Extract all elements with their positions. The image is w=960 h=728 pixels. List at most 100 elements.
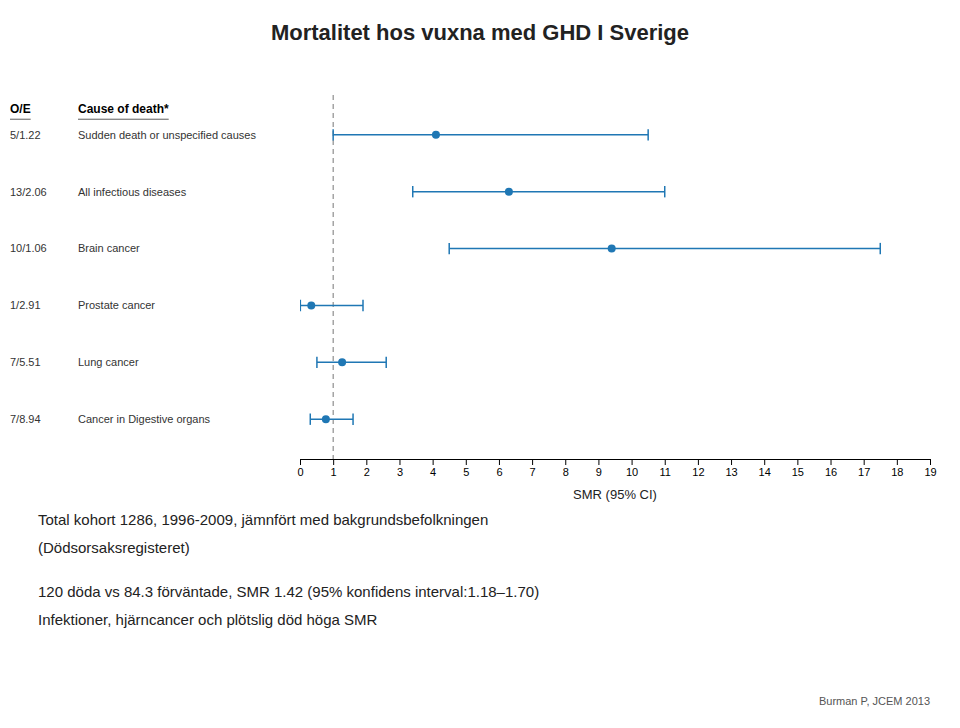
x-tick-mark (598, 459, 599, 465)
point-estimate (338, 358, 346, 366)
x-tick-mark (665, 459, 666, 465)
ci-cap-low (448, 243, 450, 254)
x-tick-label: 0 (297, 466, 303, 478)
footnote: Burman P, JCEM 2013 (819, 695, 930, 707)
title: Mortalitet hos vuxna med GHD I Sverige (271, 20, 689, 45)
x-tick-label: 19 (924, 466, 936, 478)
x-tick-label: 13 (725, 466, 737, 478)
x-tick: 7 (530, 459, 536, 478)
x-tick: 14 (759, 459, 771, 478)
x-tick: 10 (626, 459, 638, 478)
ci-cap-low (316, 357, 318, 368)
x-tick-label: 15 (792, 466, 804, 478)
x-tick: 6 (496, 459, 502, 478)
x-tick-mark (399, 459, 400, 465)
x-tick-mark (333, 459, 334, 465)
axis-domain (301, 460, 931, 466)
forest-row (449, 243, 880, 254)
x-tick: 13 (725, 459, 737, 478)
x-tick-mark (300, 459, 301, 465)
header-underline (78, 119, 169, 120)
ci-cap-high (647, 129, 649, 140)
x-tick-mark (698, 459, 699, 465)
row-labels: 5/1.2213/2.0610/1.061/2.917/5.517/8.94Su… (10, 129, 256, 425)
x-tick: 4 (430, 459, 436, 478)
x-axis-title: SMR (95% CI) (573, 487, 657, 502)
x-tick-mark (565, 459, 566, 465)
x-tick-label: 2 (364, 466, 370, 478)
oe-label: 7/5.51 (10, 356, 41, 368)
plot-marks (300, 95, 880, 459)
ci-cap-low (310, 414, 312, 425)
x-tick-label: 17 (858, 466, 870, 478)
x-tick-label: 6 (496, 466, 502, 478)
column-header: Cause of death* (78, 102, 169, 116)
x-tick: 19 (924, 459, 936, 478)
annotations: Total kohort 1286, 1996-2009, jämnfört m… (38, 511, 539, 628)
forest-row (310, 414, 353, 425)
ci-line (310, 418, 353, 420)
annotation: Total kohort 1286, 1996-2009, jämnfört m… (38, 511, 488, 528)
x-tick-label: 14 (759, 466, 771, 478)
x-tick-label: 5 (463, 466, 469, 478)
point-estimate (608, 245, 616, 253)
x-tick-mark (499, 459, 500, 465)
x-tick-label: 12 (692, 466, 704, 478)
oe-label: 5/1.22 (10, 129, 41, 141)
category-label: Cancer in Digestive organs (78, 413, 211, 425)
point-estimate (432, 131, 440, 139)
oe-label: 1/2.91 (10, 299, 41, 311)
ci-cap-high (880, 243, 882, 254)
oe-label: 7/8.94 (10, 413, 41, 425)
x-tick-label: 8 (563, 466, 569, 478)
annotation: Infektioner, hjärncancer och plötslig dö… (38, 611, 378, 628)
x-tick: 3 (397, 459, 403, 478)
category-label: Brain cancer (78, 242, 140, 254)
forest-row (317, 357, 386, 368)
x-tick-label: 1 (331, 466, 337, 478)
column-header: O/E (10, 102, 31, 116)
ci-cap-low (332, 129, 334, 140)
point-estimate (322, 415, 330, 423)
ci-cap-low (300, 300, 301, 311)
chart: Mortalitet hos vuxna med GHD I Sverige 0 1… (0, 0, 960, 728)
x-tick-mark (897, 459, 898, 465)
forest-row (333, 129, 648, 140)
x-tick-label: 4 (430, 466, 436, 478)
x-tick-mark (731, 459, 732, 465)
x-tick: 15 (792, 459, 804, 478)
annotation: 120 döda vs 84.3 förväntade, SMR 1.42 (9… (38, 583, 539, 600)
x-tick-mark (764, 459, 765, 465)
category-label: Prostate cancer (78, 299, 155, 311)
x-tick-mark (831, 459, 832, 465)
x-tick-label: 11 (660, 466, 671, 478)
x-tick: 1 (331, 459, 337, 478)
oe-label: 13/2.06 (10, 186, 47, 198)
x-tick-mark (366, 459, 367, 465)
x-tick-mark (797, 459, 798, 465)
x-tick-label: 10 (626, 466, 638, 478)
x-tick-mark (864, 459, 865, 465)
x-tick: 16 (825, 459, 837, 478)
category-label: Lung cancer (78, 356, 139, 368)
forest-row (413, 186, 665, 197)
x-tick-label: 7 (530, 466, 536, 478)
ci-cap-high (385, 357, 387, 368)
annotation: (Dödsorsaksregisteret) (38, 539, 190, 556)
ci-line (413, 191, 665, 193)
point-estimate (505, 188, 513, 196)
x-tick: 18 (891, 459, 903, 478)
x-tick: 9 (596, 459, 602, 478)
x-tick: 2 (364, 459, 370, 478)
x-tick: 17 (858, 459, 870, 478)
x-tick-label: 18 (891, 466, 903, 478)
category-label: Sudden death or unspecified causes (78, 129, 256, 141)
ci-line (449, 248, 880, 250)
point-estimate (307, 301, 315, 309)
x-tick-mark (532, 459, 533, 465)
x-tick-mark (466, 459, 467, 465)
x-tick-label: 9 (596, 466, 602, 478)
x-tick-label: 16 (825, 466, 837, 478)
ci-line (317, 362, 386, 364)
ci-cap-high (352, 414, 354, 425)
